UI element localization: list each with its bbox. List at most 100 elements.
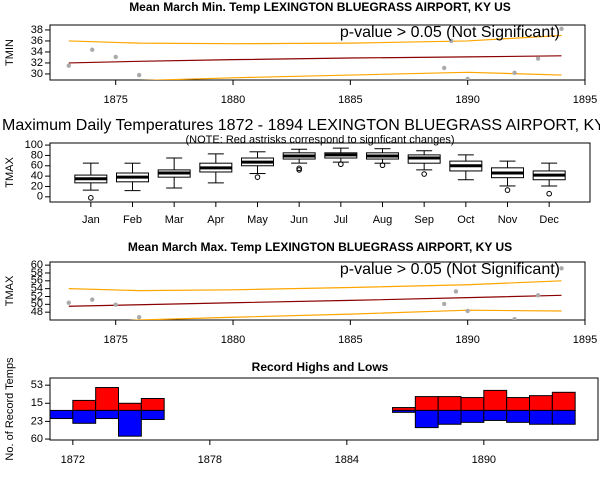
x-tick-label: 1878 [198,454,222,466]
data-point [90,47,95,52]
y-tick-label: 34 [31,46,43,58]
y-tick-label: 58 [31,267,43,279]
y-tick-label: 60 [31,259,43,271]
outlier [88,195,94,201]
outlier [421,171,427,177]
y-axis-label: TMAX [4,157,16,188]
y-tick-label: 23 [31,415,43,427]
data-point [535,293,541,298]
data-point [66,300,71,305]
bar-low [392,409,416,413]
data-point [113,54,118,60]
bar-low [140,409,165,420]
data-point [559,26,564,32]
data-point [90,297,95,302]
chart-title: Mean March Max. Temp LEXINGTON BLUEGRASS… [128,240,512,254]
y-axis-label: TMAX [4,275,16,306]
plot-frame [49,377,599,441]
x-tick-label: Apr [207,214,224,226]
y-tick-label: 0 [37,191,43,203]
bar-low [460,409,485,423]
data-point [453,289,459,294]
annotation: p-value > 0.05 (Not Significant) [340,261,560,278]
bar-high [118,402,142,411]
chart-title: Maximum Daily Temperatures 1872 - 1894 L… [2,117,600,134]
data-point [136,72,142,78]
trend-line [68,55,562,64]
data-point [465,76,470,80]
y-tick-label: 60 [31,160,43,172]
x-tick-label: Nov [498,214,518,226]
y-tick-label: 32 [31,57,43,69]
bar-low [95,409,119,420]
outlier [379,162,386,169]
bar-high [551,391,576,411]
x-tick-label: Jun [290,214,308,226]
bar-low [437,409,462,425]
data-point [559,266,564,271]
y-tick-label: 50 [31,298,43,310]
y-tick-label: 40 [31,170,43,182]
x-tick-label: 1880 [221,94,245,106]
data-point [136,315,142,320]
bar-low [49,409,74,420]
outlier [296,167,302,173]
x-tick-label: 1895 [573,94,597,106]
x-tick-label: 1880 [221,334,245,346]
y-tick-label: 54 [31,283,43,295]
bar-high [483,389,508,411]
data-point [113,302,118,307]
bar-high [414,396,439,411]
y-tick-label: 48 [31,306,43,318]
x-tick-label: 1890 [455,94,479,106]
lines [66,266,564,320]
trend-line [68,280,562,292]
x-tick-label: Jul [334,214,348,226]
x-tick-label: Dec [539,214,559,226]
bar-low [551,409,576,425]
x-tick-label: 1885 [338,94,362,106]
x-tick-label: Feb [123,214,142,226]
data-point [465,308,470,314]
outlier [338,161,344,168]
bar-high [506,397,530,411]
trend-line [128,309,562,320]
outlier [504,187,511,193]
trend-line [68,34,562,45]
x-tick-label: Jan [82,214,100,226]
data-point [535,56,541,61]
bar-high [140,398,165,411]
y-tick-label: 52 [31,290,43,302]
bar-high [72,399,97,411]
bar-low [506,409,530,423]
bar-low [72,409,97,424]
data-point [442,301,447,307]
data-point [66,63,71,68]
bar-low [118,409,142,437]
y-tick-label: 53 [31,379,43,391]
outlier [254,174,261,180]
bar-low [529,409,553,425]
x-tick-label: 1875 [103,334,127,346]
lines [66,26,564,80]
y-tick-label: 60 [31,433,43,445]
data-point [442,65,447,71]
y-tick-label: 36 [31,35,43,47]
data-point [449,38,454,44]
x-tick-label: 1890 [455,334,479,346]
outlier [546,190,552,197]
x-tick-label: 1872 [61,454,85,466]
x-tick-label: Aug [373,214,393,226]
y-tick-label: 38 [31,24,43,36]
plot-frame [49,24,586,81]
y-tick-label: 100 [25,139,43,151]
bar-high [460,397,485,411]
x-tick-label: 1895 [573,334,597,346]
chart-title: Record Highs and Lows [252,360,389,374]
y-tick-label: 80 [31,149,43,161]
bar-high [529,395,553,411]
plot-frame [49,261,586,321]
y-axis-label: No. of Record Temps [4,357,16,461]
chart-subtitle: (NOTE: Red astrisks correspond to signfi… [185,134,454,146]
